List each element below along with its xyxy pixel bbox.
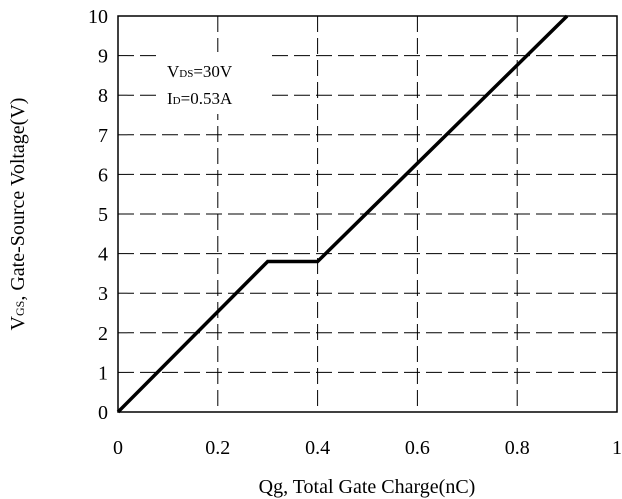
series-line-0 [116, 14, 569, 414]
y-tick-label: 10 [88, 6, 108, 28]
plot-frame [117, 15, 618, 413]
y-tick-label: 2 [98, 323, 108, 345]
y-tick-label: 1 [98, 362, 108, 384]
y-tick-label: 6 [98, 164, 108, 186]
y-axis-ticks: 0 1 2 3 4 5 6 7 8 9 10 [88, 6, 108, 424]
y-tick-label: 3 [98, 283, 108, 305]
x-axis-label: Qg, Total Gate Charge(nC) [259, 476, 476, 498]
y-tick-label: 8 [98, 85, 108, 107]
x-tick-label: 0.2 [205, 437, 230, 459]
y-tick-label: 0 [98, 402, 108, 424]
y-tick-label: 4 [98, 244, 108, 266]
x-tick-label: 0.8 [505, 437, 530, 459]
y-tick-label: 9 [98, 46, 108, 68]
y-axis-label: VGS, Gate-Source Voltage(V) [7, 98, 29, 331]
y-tick-label: 7 [98, 125, 108, 147]
x-tick-label: 1 [612, 437, 622, 459]
x-tick-label: 0.6 [405, 437, 430, 459]
x-tick-label: 0 [113, 437, 123, 459]
y-tick-label: 5 [98, 204, 108, 226]
x-tick-label: 0.4 [305, 437, 330, 459]
annotation-id: ID=0.53A [167, 89, 233, 108]
x-axis-ticks: 0 0.2 0.4 0.6 0.8 1 [113, 437, 622, 459]
annotation-vds: VDS=30V [167, 62, 233, 81]
series [116, 14, 569, 414]
annotation-box [160, 52, 272, 114]
